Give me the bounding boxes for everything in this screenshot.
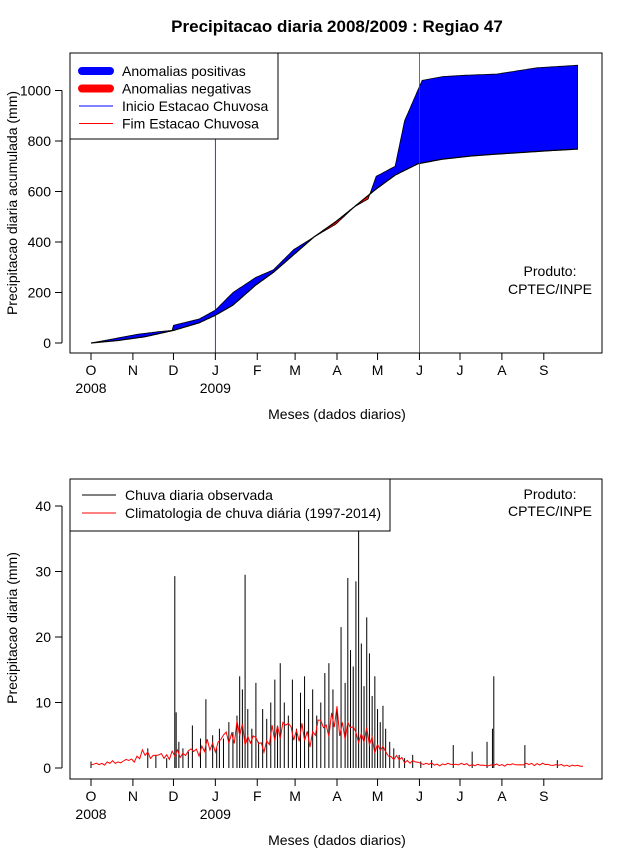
x-tick-label: J [212,362,219,378]
x-tick-label: A [332,362,342,378]
y-tick-label: 800 [28,133,52,149]
y-tick-label: 0 [43,760,51,776]
y-tick-label: 30 [35,564,51,580]
climatology-line [90,706,584,767]
y-tick-label: 200 [28,285,52,301]
x-axis: O N D J F M A M J J A S 2008 2009 [75,352,548,396]
x-tick-label: O [86,362,97,378]
product-label: Produto: [524,263,577,279]
x-tick-label: S [539,788,548,804]
product-label: Produto: [524,486,577,502]
x-year-label: 2008 [75,380,106,396]
x-year-label: 2009 [200,380,231,396]
x-tick-label: A [332,788,342,804]
x-tick-label: J [212,788,219,804]
x-tick-label: N [128,788,138,804]
legend: Chuva diaria observada Climatologia de ch… [69,478,391,532]
y-tick-label: 0 [43,335,51,351]
daily-chart: O N D J F M A M J J A S 2008 2009 0 10 20 30 40 Meses (da… [4,478,603,848]
legend-label: Anomalias negativas [122,81,251,97]
x-tick-label: D [168,362,178,378]
y-axis-label: Precipitacao diaria (mm) [4,552,20,704]
x-tick-label: N [128,362,138,378]
legend-box [69,478,391,532]
y-tick-label: 10 [35,695,51,711]
product-source: CPTEC/INPE [508,503,592,519]
x-tick-label: J [416,362,423,378]
x-tick-label: A [497,362,507,378]
legend-label: Anomalias positivas [122,63,246,79]
y-tick-label: 600 [28,184,52,200]
legend-label: Inicio Estacao Chuvosa [122,98,269,114]
daily-bars [90,499,558,768]
positive-anomaly-area [370,64,578,195]
x-tick-label: A [497,788,507,804]
climatology-cumulative-line [90,148,578,344]
y-axis: 0 10 20 30 40 [35,498,63,776]
x-tick-label: F [253,788,262,804]
x-tick-label: D [168,788,178,804]
y-tick-label: 400 [28,234,52,250]
cumulative-chart: Precipitacao diaria 2008/2009 : Regiao 4… [4,17,603,422]
x-axis-label: Meses (dados diarios) [268,406,406,422]
legend-label: Climatologia de chuva diária (1997-2014) [125,505,381,521]
x-tick-label: J [457,362,464,378]
climatology-daily-line [90,706,584,767]
x-tick-label: F [253,362,262,378]
legend: Anomalias positivas Anomalias negativasIn… [69,52,279,140]
y-axis-label: Precipitacao diaria acumulada (mm) [4,91,20,315]
x-tick-label: J [416,788,423,804]
x-tick-label: S [539,362,548,378]
x-tick-label: M [372,788,384,804]
x-tick-label: M [289,362,301,378]
x-tick-label: M [372,362,384,378]
chart-title: Precipitacao diaria 2008/2009 : Regiao 4… [171,17,503,36]
y-tick-label: 20 [35,629,51,645]
y-axis: 0 200 400 600 800 1000 [20,83,63,351]
x-axis-label: Meses (dados diarios) [268,832,406,848]
x-tick-label: J [457,788,464,804]
legend-label: Chuva diaria observada [125,487,273,503]
x-year-label: 2009 [200,806,231,822]
product-source: CPTEC/INPE [508,281,592,297]
x-year-label: 2008 [75,806,106,822]
x-tick-label: M [289,788,301,804]
y-tick-label: 1000 [20,83,51,99]
legend-label: Fim Estacao Chuvosa [122,116,259,132]
x-axis: O N D J F M A M J J A S 2008 2009 [75,778,548,822]
y-tick-label: 40 [35,498,51,514]
positive-anomaly-area [90,235,316,344]
x-tick-label: O [86,788,97,804]
